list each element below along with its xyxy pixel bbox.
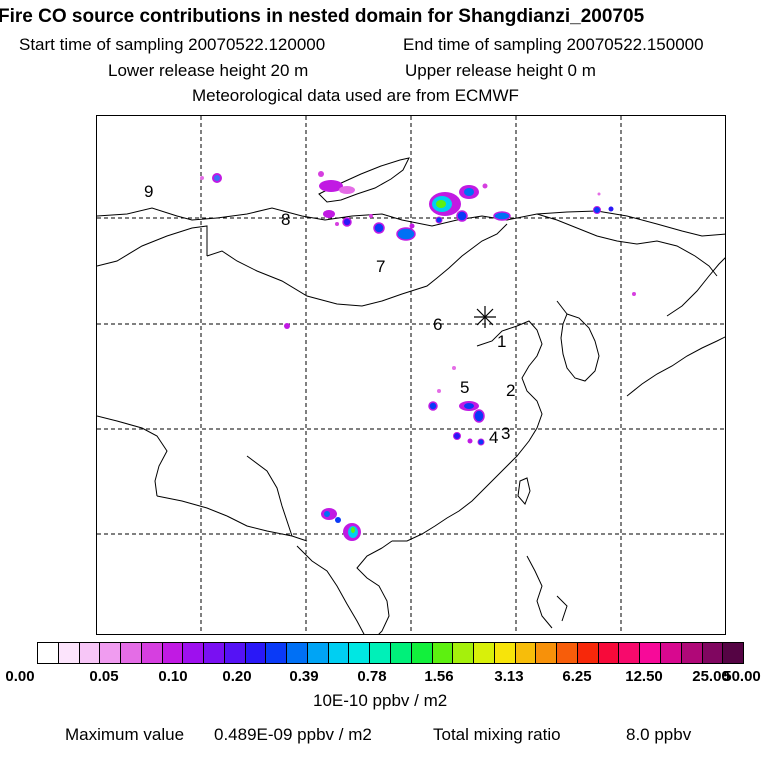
region-label-7: 7 <box>376 257 385 276</box>
colorbar-tick-label: 0.05 <box>89 668 119 685</box>
colorbar-segment <box>702 643 724 663</box>
colorbar-segment <box>557 643 578 663</box>
star-icon <box>474 306 496 328</box>
colorbar-tick-label: 6.25 <box>562 668 592 685</box>
colorbar-tick-label: 0.10 <box>158 668 188 685</box>
colorbar-segment <box>307 643 329 663</box>
region-label-8: 8 <box>281 210 290 229</box>
colorbar-tick-label: 1.56 <box>424 668 454 685</box>
region-label-3: 3 <box>501 424 510 443</box>
lower-release-height: Lower release height 20 m <box>108 61 309 80</box>
co-plumes <box>200 171 636 541</box>
colorbar-tick-label: 50.00 <box>723 668 761 685</box>
colorbar-segment <box>328 643 350 663</box>
colorbar-tick-label: 0.78 <box>357 668 387 685</box>
colorbar-tick-label: 0.00 <box>5 668 35 685</box>
colorbar-segment <box>577 643 599 663</box>
max-value-label: Maximum value <box>65 725 185 744</box>
grid-lines <box>97 116 725 634</box>
colorbar-tick-label: 0.20 <box>222 668 252 685</box>
region-label-9: 9 <box>144 182 153 201</box>
colorbar-units: 10E-10 ppbv / m2 <box>313 691 448 710</box>
colorbar <box>37 642 744 664</box>
sampling-end-time: End time of sampling 20070522.150000 <box>403 35 704 54</box>
colorbar-segment <box>183 643 205 663</box>
colorbar-segment <box>349 643 371 663</box>
region-label-4: 4 <box>489 428 498 447</box>
region-label-1: 1 <box>497 332 506 351</box>
colorbar-segment <box>162 643 184 663</box>
colorbar-segment <box>141 643 163 663</box>
sampling-start-time: Start time of sampling 20070522.120000 <box>19 35 326 54</box>
colorbar-segment <box>619 643 641 663</box>
map-panel: 1 2 3 4 5 6 7 8 9 <box>96 115 726 635</box>
total-mixing-ratio-label: Total mixing ratio <box>433 725 561 744</box>
colorbar-segment <box>494 643 516 663</box>
colorbar-segment <box>370 643 392 663</box>
colorbar-segment <box>411 643 433 663</box>
colorbar-segment <box>432 643 454 663</box>
colorbar-segment <box>38 643 59 663</box>
colorbar-segment <box>660 643 682 663</box>
max-value: 0.489E-09 ppbv / m2 <box>214 725 372 744</box>
colorbar-segment <box>474 643 495 663</box>
colorbar-segment <box>245 643 267 663</box>
colorbar-tick-label: 25.00 <box>692 668 730 685</box>
colorbar-segment <box>640 643 661 663</box>
region-label-6: 6 <box>433 315 442 334</box>
region-label-2: 2 <box>506 381 515 400</box>
colorbar-segment <box>121 643 142 663</box>
plot-title: Fire CO source contributions in nested d… <box>0 6 645 27</box>
coastlines-borders <box>97 157 725 634</box>
colorbar-segment <box>287 643 308 663</box>
colorbar-segment <box>79 643 101 663</box>
region-label-5: 5 <box>460 378 469 397</box>
map-canvas: 1 2 3 4 5 6 7 8 9 <box>97 116 725 634</box>
colorbar-segment <box>100 643 122 663</box>
colorbar-tick-label: 12.50 <box>625 668 663 685</box>
meteorological-source: Meteorological data used are from ECMWF <box>192 86 519 105</box>
colorbar-segment <box>681 643 703 663</box>
colorbar-segment <box>266 643 288 663</box>
colorbar-segment <box>723 643 744 663</box>
colorbar-segment <box>536 643 558 663</box>
colorbar-segment <box>391 643 412 663</box>
colorbar-segment <box>204 643 225 663</box>
colorbar-segment <box>453 643 475 663</box>
upper-release-height: Upper release height 0 m <box>405 61 596 80</box>
total-mixing-ratio-value: 8.0 ppbv <box>626 725 692 744</box>
colorbar-segment <box>224 643 246 663</box>
colorbar-tick-label: 0.39 <box>289 668 319 685</box>
colorbar-segment <box>515 643 537 663</box>
colorbar-segment <box>58 643 80 663</box>
colorbar-segment <box>598 643 620 663</box>
colorbar-tick-label: 3.13 <box>494 668 524 685</box>
